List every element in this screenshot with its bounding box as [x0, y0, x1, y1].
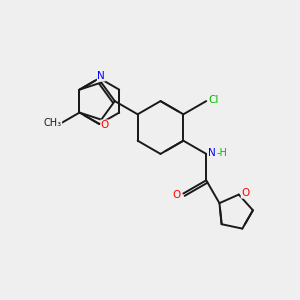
Text: O: O	[101, 120, 109, 130]
Text: Cl: Cl	[208, 95, 219, 105]
Text: N: N	[98, 71, 105, 81]
Text: N: N	[208, 148, 215, 158]
Text: O: O	[172, 190, 181, 200]
Text: O: O	[241, 188, 250, 198]
Text: CH₃: CH₃	[44, 118, 62, 128]
Text: -H: -H	[216, 148, 227, 158]
